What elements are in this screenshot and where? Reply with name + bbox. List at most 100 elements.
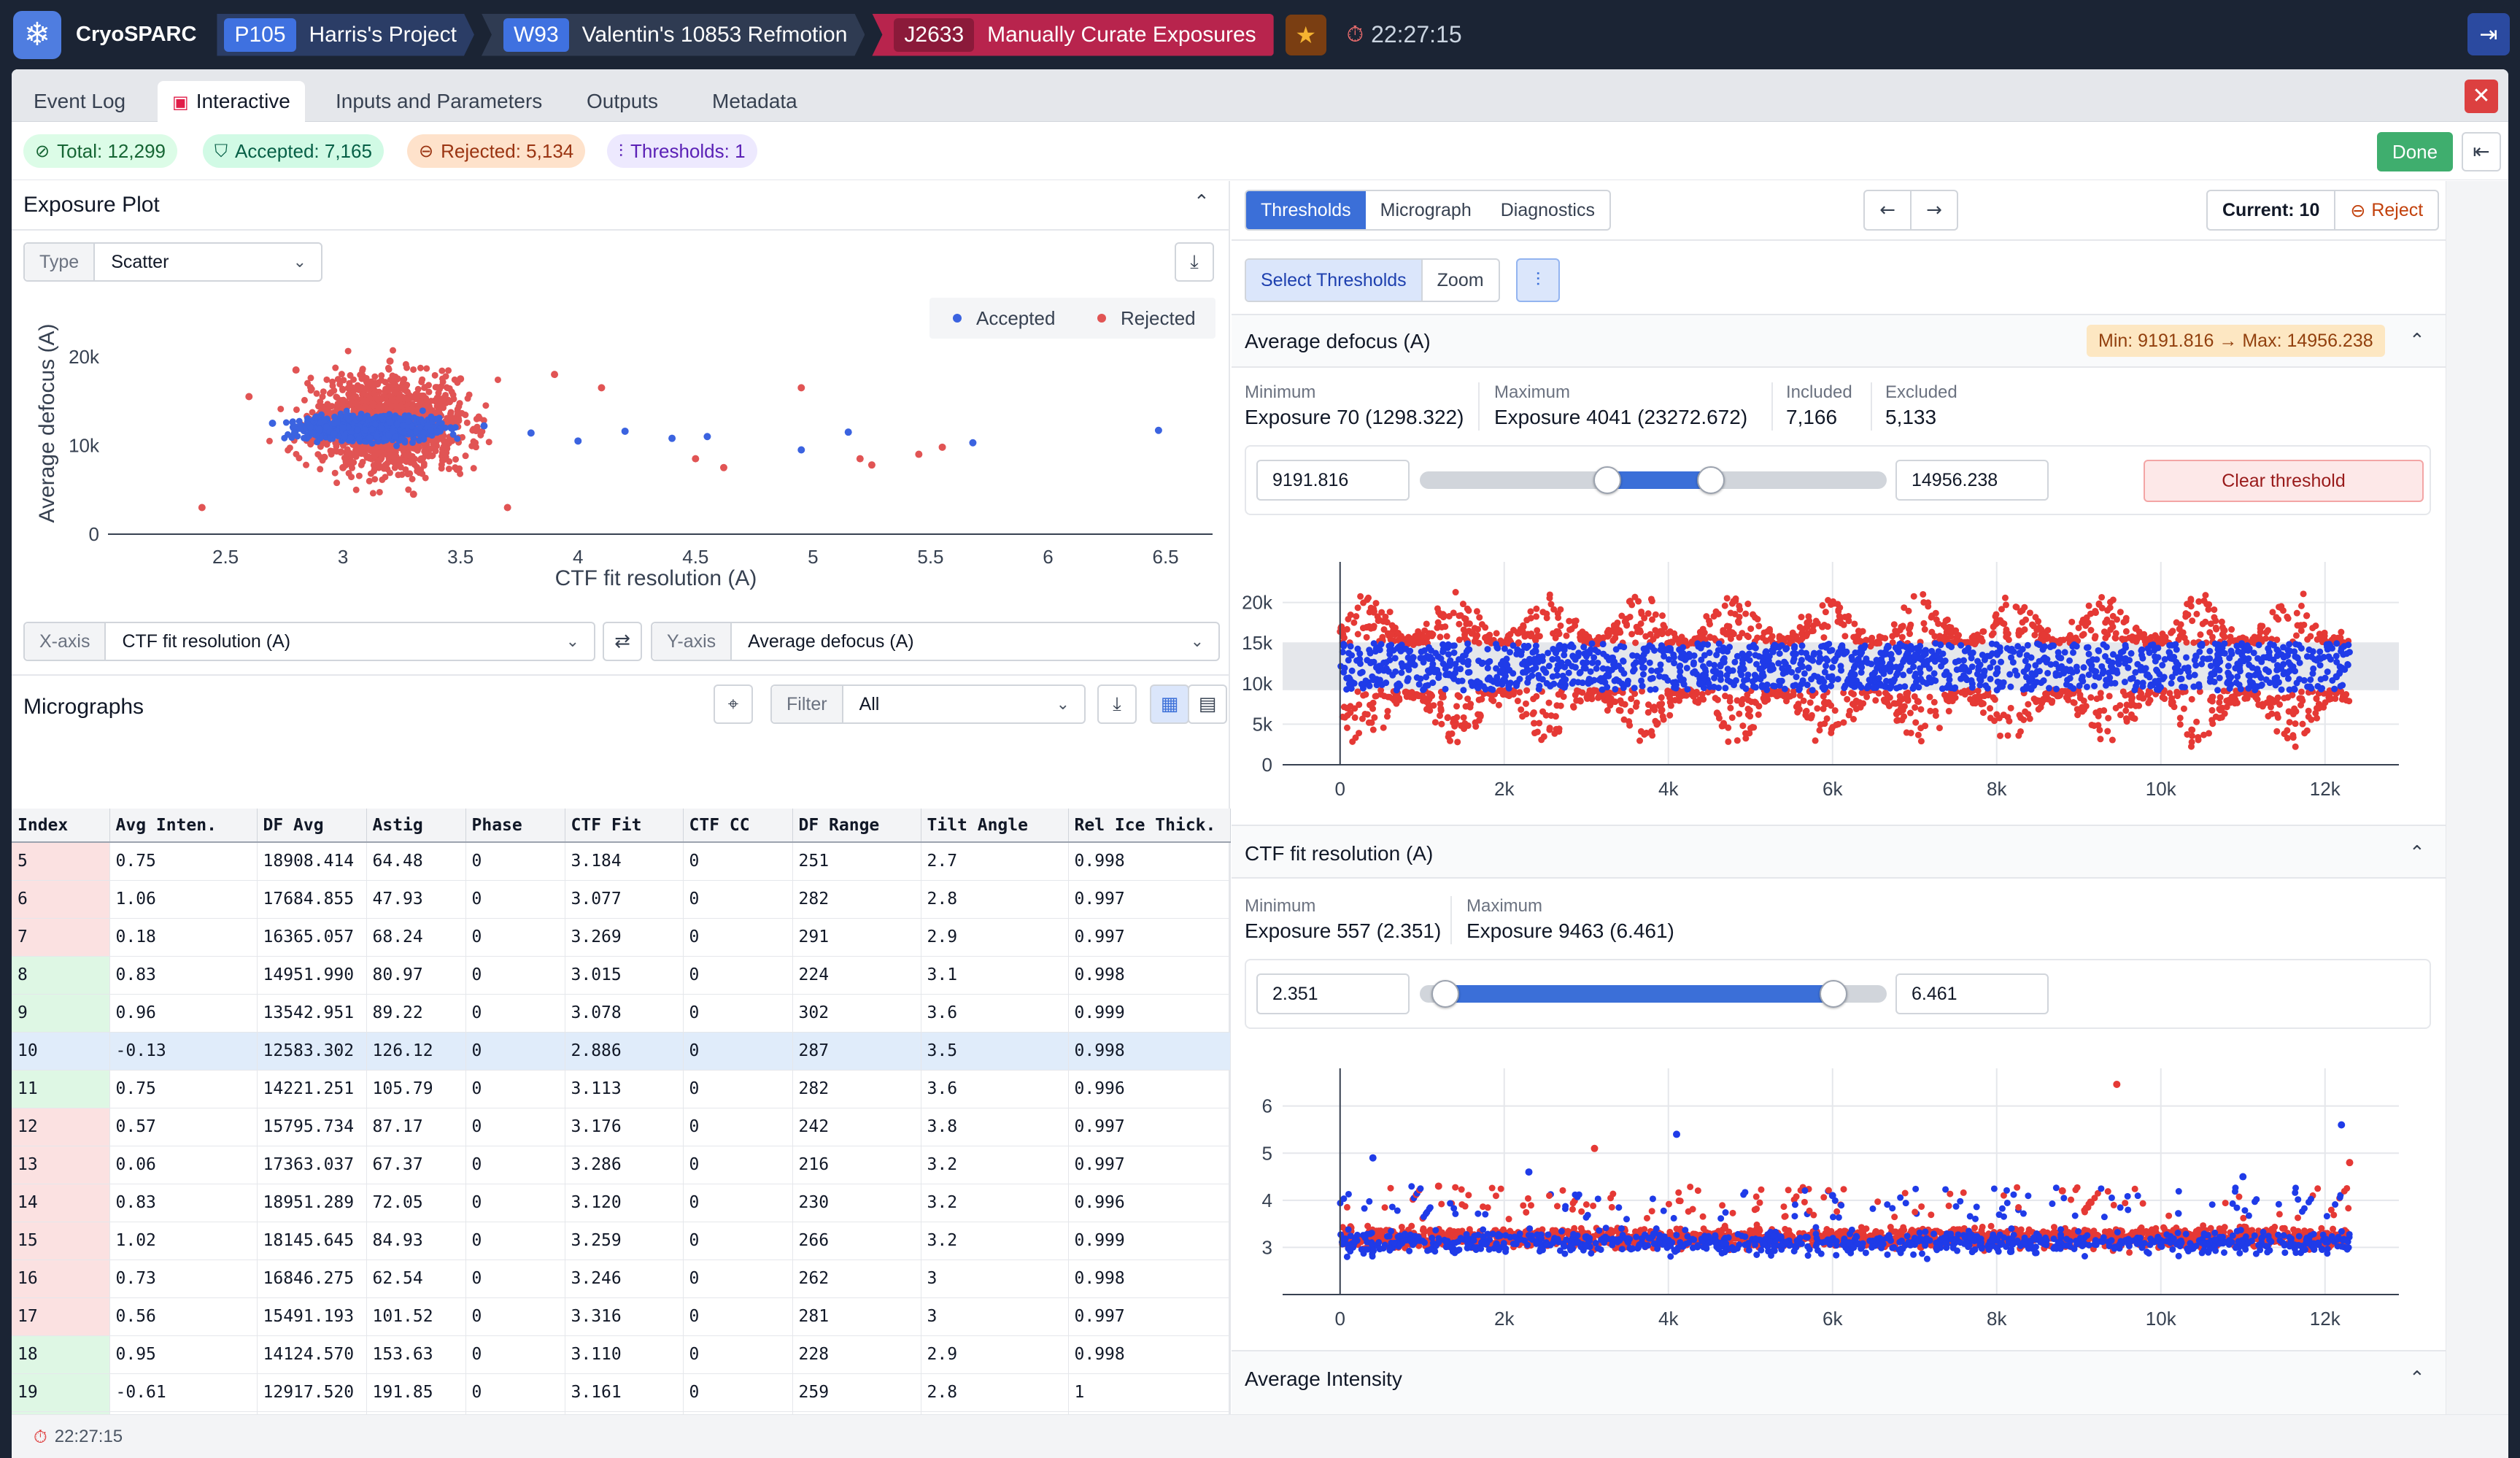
table-row[interactable]: 6 1.06 17684.855 47.93 0 3.077 0 282 2.8 0.997 (12, 880, 1231, 919)
table-row[interactable]: 10 -0.13 12583.302 126.12 0 2.886 0 287 3.5 0.998 (12, 1032, 1231, 1071)
reject-button[interactable]: ⊖ Reject (2335, 191, 2438, 229)
tab-metadata[interactable]: Metadata (712, 90, 797, 112)
column-header[interactable]: Phase (465, 809, 565, 843)
tab-outputs[interactable]: Outputs (587, 90, 659, 112)
rejected-point (1820, 699, 1828, 706)
rejected-point (382, 387, 389, 395)
rejected-point (1890, 700, 1898, 707)
panel-toggle-icon[interactable]: ⇤ (2462, 132, 2501, 171)
table-row[interactable]: 18 0.95 14124.570 153.63 0 3.110 0 228 2.9 0.998 (12, 1335, 1231, 1374)
download-icon[interactable]: ⤓ (1097, 684, 1137, 724)
divider (1871, 382, 1872, 431)
sliders-icon[interactable]: ⫶ (1516, 258, 1560, 302)
accepted-point (527, 429, 535, 437)
column-header[interactable]: CTF Fit (565, 809, 684, 843)
collapse-chevron-icon[interactable]: ⌃ (1194, 191, 1210, 213)
column-header[interactable]: CTF CC (683, 809, 793, 843)
table-row[interactable]: 16 0.73 16846.275 62.54 0 3.246 0 262 3 0.998 (12, 1260, 1231, 1298)
table-view-icon[interactable]: ▦ (1150, 684, 1189, 724)
table-row[interactable]: 13 0.06 17363.037 67.37 0 3.286 0 216 3.2 0.997 (12, 1146, 1231, 1184)
breadcrumb-job[interactable]: J2633 Manually Curate Exposures (872, 13, 1274, 56)
rejected-point (2297, 602, 2305, 609)
done-button[interactable]: Done (2377, 132, 2453, 171)
table-row[interactable]: 17 0.56 15491.193 101.52 0 3.316 0 281 3 0.997 (12, 1297, 1231, 1336)
column-header[interactable]: Avg Inten. (109, 809, 258, 843)
rejected-point (446, 385, 453, 392)
rejected-point (1823, 715, 1831, 722)
column-header[interactable]: Index (12, 809, 110, 843)
table-row[interactable]: 19 -0.61 12917.520 191.85 0 3.161 0 259 2.8 1 (12, 1373, 1231, 1412)
plot-type-select[interactable]: Type Scatter ⌄ (23, 242, 322, 282)
table-row[interactable]: 11 0.75 14221.251 105.79 0 3.113 0 282 3.6 0.996 (12, 1070, 1231, 1108)
split-view-icon[interactable]: ▤ (1188, 684, 1227, 724)
table-row[interactable]: 14 0.83 18951.289 72.05 0 3.120 0 230 3.2 0.996 (12, 1184, 1231, 1222)
rejected-point (1831, 707, 1839, 714)
collapse-chevron-icon[interactable]: ⌃ (2409, 330, 2425, 352)
accepted-point (308, 428, 315, 436)
rejected-point (2284, 694, 2292, 701)
accepted-point (304, 420, 311, 428)
rejected-point (2093, 695, 2100, 703)
rejected-point (1730, 630, 1737, 638)
thresholds-badge[interactable]: ⫶ Thresholds: 1 (607, 134, 757, 168)
close-icon[interactable]: ✕ (2465, 80, 2498, 113)
rejected-point (1821, 621, 1828, 628)
snowflake-logo-icon[interactable]: ❄ (13, 10, 61, 59)
rejected-badge[interactable]: ⊖ Rejected: 5,134 (407, 134, 586, 168)
table-row[interactable]: 8 0.83 14951.990 80.97 0 3.015 0 224 3.1 0.998 (12, 956, 1231, 995)
filter-select[interactable]: Filter All ⌄ (770, 684, 1086, 724)
table-cell: 105.79 (366, 1070, 466, 1108)
next-arrow-icon[interactable]: → (1910, 190, 1958, 231)
tab-interactive[interactable]: ▣ Interactive (158, 81, 305, 122)
swap-axes-icon[interactable]: ⇄ (603, 622, 642, 661)
tab-micrograph[interactable]: Micrograph (1380, 199, 1472, 220)
accepted-badge[interactable]: ⛉ Accepted: 7,165 (203, 134, 384, 168)
tab-event-log[interactable]: Event Log (34, 90, 126, 112)
clear-threshold-button[interactable]: Clear threshold (2144, 460, 2424, 502)
accepted-point (621, 427, 629, 435)
accepted-point (1343, 686, 1350, 693)
column-header[interactable]: Rel Ice Thick. (1068, 809, 1231, 843)
rejected-point (198, 504, 206, 512)
download-icon[interactable]: ⤓ (1175, 242, 1214, 282)
tab-inputs-parameters[interactable]: Inputs and Parameters (336, 90, 543, 112)
tab-zoom[interactable]: Zoom (1421, 260, 1499, 301)
x-axis-select[interactable]: X-axis CTF fit resolution (A) ⌄ (23, 622, 595, 661)
table-cell: 0.06 (109, 1146, 258, 1184)
sidebar-toggle-icon[interactable]: ⇥ (2467, 13, 2510, 55)
table-row[interactable]: 12 0.57 15795.734 87.17 0 3.176 0 242 3.8 0.997 (12, 1108, 1231, 1146)
defocus-slider-high-handle[interactable] (1697, 466, 1725, 494)
previous-arrow-icon[interactable]: ← (1863, 190, 1912, 231)
column-header[interactable]: DF Range (792, 809, 921, 843)
accepted-point (2080, 664, 2087, 671)
rejected-point (2109, 596, 2117, 603)
column-header[interactable]: Astig (366, 809, 466, 843)
table-row[interactable]: 15 1.02 18145.645 84.93 0 3.259 0 266 3.2 0.999 (12, 1222, 1231, 1260)
rejected-point (2108, 620, 2115, 627)
breadcrumb-project[interactable]: P105 Harris's Project (217, 14, 474, 56)
y-axis-select[interactable]: Y-axis Average defocus (A) ⌄ (651, 622, 1220, 661)
defocus-low-input[interactable]: 9191.816 (1256, 460, 1410, 501)
table-row[interactable]: 5 0.75 18908.414 64.48 0 3.184 0 251 2.7 0.998 (12, 842, 1231, 881)
rejected-point (364, 382, 371, 390)
tab-thresholds[interactable]: Thresholds (1246, 191, 1366, 229)
column-header[interactable]: Tilt Angle (921, 809, 1069, 843)
rejected-point (1370, 624, 1377, 631)
table-row[interactable]: 9 0.96 13542.951 89.22 0 3.078 0 302 3.6 0.999 (12, 994, 1231, 1033)
accepted-point (1348, 667, 1356, 674)
table-row[interactable]: 7 0.18 16365.057 68.24 0 3.269 0 291 2.9 0.997 (12, 918, 1231, 957)
column-header[interactable]: DF Avg (257, 809, 367, 843)
breadcrumb-workspace[interactable]: W93 Valentin's 10853 Refmotion (482, 14, 865, 56)
rejected-point (2208, 698, 2216, 705)
table-cell: 0 (465, 1297, 565, 1336)
defocus-high-input[interactable]: 14956.238 (1895, 460, 2049, 501)
rejected-point (1925, 599, 1932, 606)
rejected-point (2227, 638, 2234, 645)
tab-select-thresholds[interactable]: Select Thresholds (1246, 260, 1421, 301)
defocus-slider-low-handle[interactable] (1593, 466, 1621, 494)
star-icon[interactable]: ★ (1285, 14, 1326, 55)
tab-diagnostics[interactable]: Diagnostics (1500, 199, 1595, 220)
crosshair-icon[interactable]: ⌖ (714, 684, 753, 724)
